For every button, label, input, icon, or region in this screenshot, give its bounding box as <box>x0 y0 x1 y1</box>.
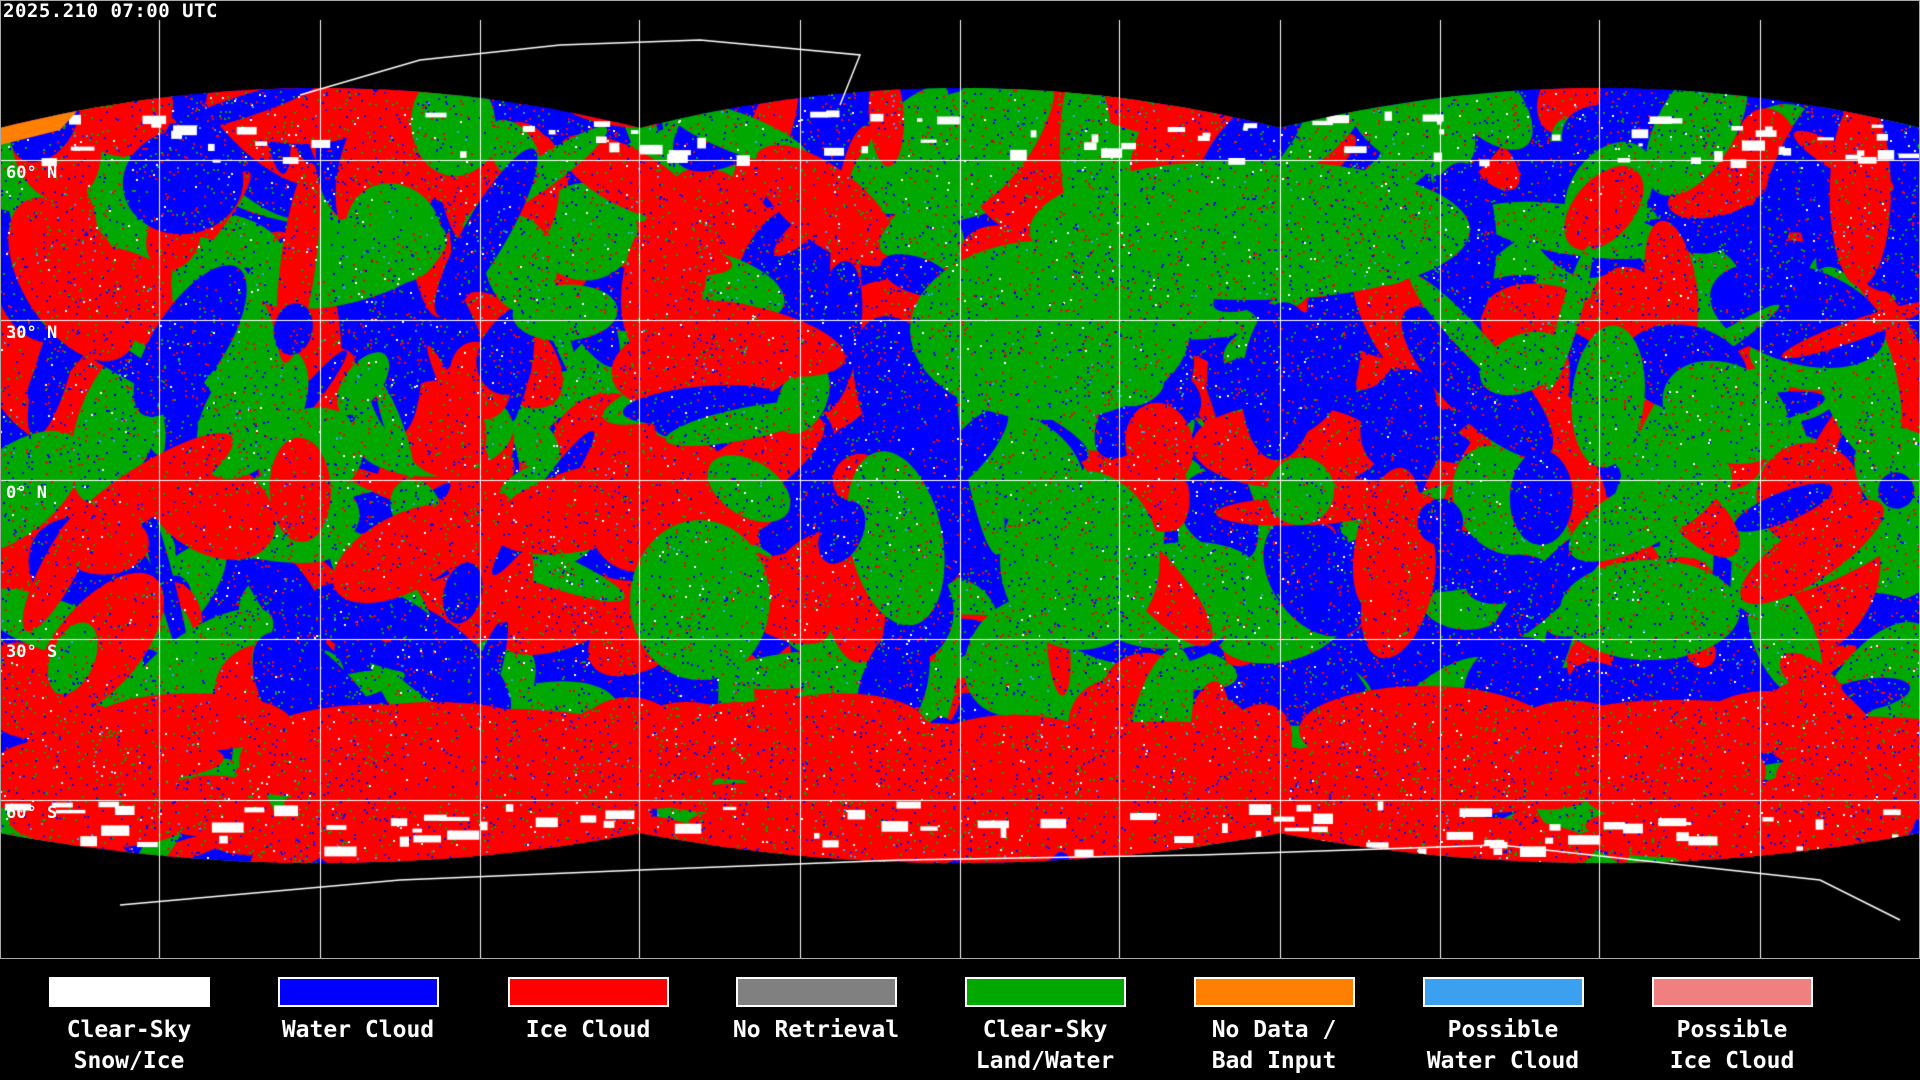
legend-item-clear-sky-snow-ice: Clear-Sky Snow/Ice <box>34 976 224 1077</box>
legend-label: No Data / Bad Input <box>1211 1017 1337 1074</box>
legend-label: Ice Cloud <box>525 1017 651 1043</box>
legend-label: Clear-Sky Snow/Ice <box>66 1017 192 1074</box>
legend-item-clear-sky-land-water: Clear-Sky Land/Water <box>950 976 1140 1077</box>
legend-swatch <box>734 976 898 1008</box>
legend-swatch <box>963 976 1127 1008</box>
legend-swatch <box>506 976 670 1008</box>
map-frame <box>0 0 1920 959</box>
legend-swatch <box>47 976 211 1008</box>
legend-swatch <box>1650 976 1814 1008</box>
cloud-phase-map <box>0 0 1920 959</box>
legend-label: No Retrieval <box>732 1017 900 1043</box>
legend-item-no-data: No Data / Bad Input <box>1179 976 1369 1077</box>
legend-label: Water Cloud <box>281 1017 435 1043</box>
timestamp-title: 2025.210 07:00 UTC <box>3 0 218 22</box>
legend-swatch <box>1421 976 1585 1008</box>
legend-label: Possible Water Cloud <box>1426 1017 1580 1074</box>
legend-item-water-cloud: Water Cloud <box>263 976 453 1046</box>
lat-label-60s: 60° S <box>6 803 58 823</box>
legend-swatch <box>276 976 440 1008</box>
legend-item-possible-ice-cloud: Possible Ice Cloud <box>1637 976 1827 1077</box>
legend-label: Possible Ice Cloud <box>1669 1017 1795 1074</box>
lat-label-60n: 60° N <box>6 163 58 183</box>
legend-item-ice-cloud: Ice Cloud <box>493 976 683 1046</box>
legend-item-no-retrieval: No Retrieval <box>721 976 911 1046</box>
lat-label-0n: 0° N <box>6 483 47 503</box>
legend-swatch <box>1192 976 1356 1008</box>
legend-item-possible-water-cloud: Possible Water Cloud <box>1408 976 1598 1077</box>
lat-label-30n: 30° N <box>6 323 58 343</box>
legend-label: Clear-Sky Land/Water <box>975 1017 1115 1074</box>
lat-label-30s: 30° S <box>6 642 58 662</box>
